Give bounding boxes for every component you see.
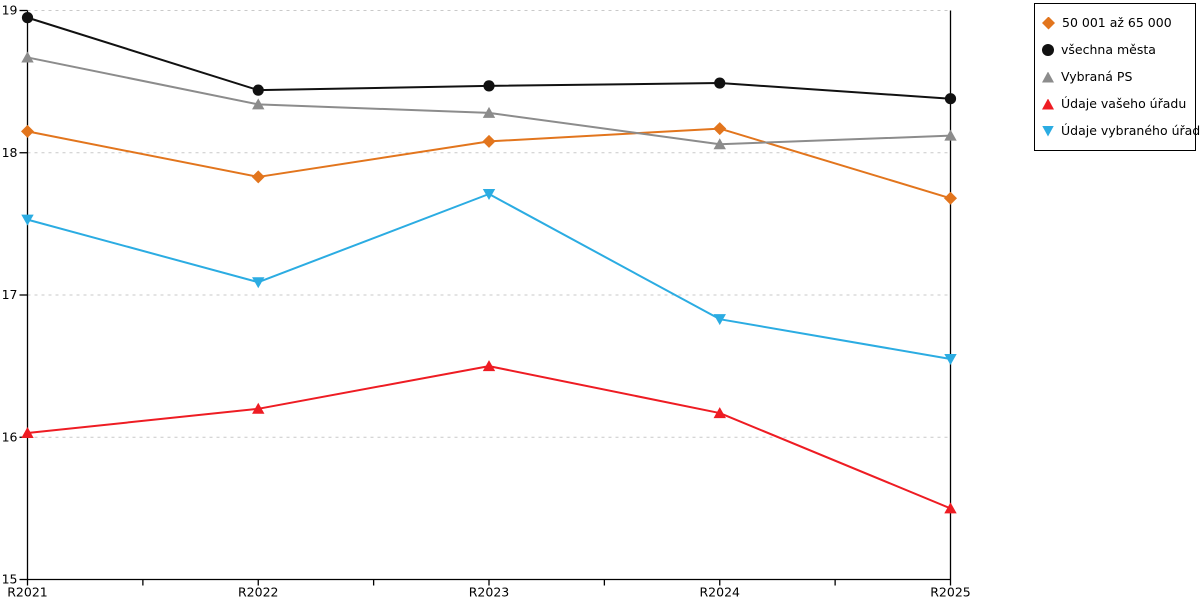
series-line-4 bbox=[27, 193, 951, 360]
circle-marker-icon bbox=[252, 84, 264, 96]
y-tick-label: 17 bbox=[2, 287, 18, 302]
legend-label: Údaje vybraného úřadu bbox=[1061, 122, 1200, 138]
triangle-up-marker-icon bbox=[944, 502, 957, 514]
x-tick-label: R2024 bbox=[700, 585, 741, 600]
legend-item-50001-az-65000: 50 001 až 65 000 bbox=[1042, 13, 1195, 33]
triangle-up-marker-icon bbox=[21, 426, 34, 438]
triangle-down-marker-icon bbox=[944, 354, 957, 366]
y-tick-label: 15 bbox=[2, 572, 18, 587]
triangle-up-marker-icon bbox=[944, 129, 957, 141]
triangle-up-marker-icon bbox=[21, 51, 34, 63]
y-tick-label: 16 bbox=[2, 429, 18, 444]
triangle-up-marker-icon bbox=[1042, 98, 1054, 110]
legend-label: Vybraná PS bbox=[1061, 68, 1133, 84]
diamond-marker-icon bbox=[1042, 16, 1055, 30]
circle-marker-icon bbox=[483, 80, 495, 92]
diamond-marker-icon bbox=[251, 170, 265, 184]
circle-marker-icon bbox=[21, 12, 34, 24]
triangle-down-marker-icon bbox=[21, 214, 34, 226]
circle-marker-icon bbox=[714, 77, 726, 89]
triangle-up-marker-icon bbox=[713, 407, 726, 419]
diamond-marker-icon bbox=[944, 191, 957, 205]
triangle-down-marker-icon bbox=[1042, 125, 1054, 137]
triangle-down-marker-icon bbox=[252, 277, 265, 289]
triangle-up-marker-icon bbox=[482, 360, 496, 372]
x-tick-label: R2023 bbox=[469, 585, 510, 600]
legend-item-udaje-vybraneho-uradu: Údaje vybraného úřadu bbox=[1042, 121, 1200, 141]
diamond-marker-icon bbox=[713, 122, 727, 136]
y-tick-label: 19 bbox=[2, 3, 18, 18]
triangle-up-marker-icon bbox=[713, 138, 726, 150]
y-tick-label: 18 bbox=[2, 145, 18, 160]
legend-label: všechna města bbox=[1061, 41, 1156, 57]
legend-label: Údaje vašeho úřadu bbox=[1061, 95, 1187, 111]
diamond-marker-icon bbox=[482, 134, 496, 148]
legend-item-vybrana-ps: Vybraná PS bbox=[1042, 67, 1195, 87]
legend-item-udaje-vaseho-uradu: Údaje vašeho úřadu bbox=[1042, 94, 1195, 114]
triangle-down-marker-icon bbox=[713, 314, 726, 326]
x-tick-label: R2022 bbox=[238, 585, 279, 600]
series-line-2 bbox=[27, 56, 951, 146]
legend-item-vsechna-mesta: všechna města bbox=[1042, 40, 1195, 60]
triangle-up-marker-icon bbox=[1042, 71, 1054, 83]
circle-marker-icon bbox=[1042, 44, 1054, 56]
triangle-up-marker-icon bbox=[252, 98, 265, 110]
triangle-down-marker-icon bbox=[482, 189, 496, 201]
circle-marker-icon bbox=[944, 93, 957, 105]
triangle-up-marker-icon bbox=[252, 402, 265, 414]
diamond-marker-icon bbox=[21, 124, 34, 138]
x-tick-label: R2021 bbox=[7, 585, 48, 600]
legend: 50 001 až 65 000 všechna města Vybraná P… bbox=[1034, 3, 1200, 151]
x-tick-label: R2025 bbox=[930, 585, 971, 600]
triangle-up-marker-icon bbox=[482, 106, 496, 118]
legend-label: 50 001 až 65 000 bbox=[1062, 14, 1172, 30]
